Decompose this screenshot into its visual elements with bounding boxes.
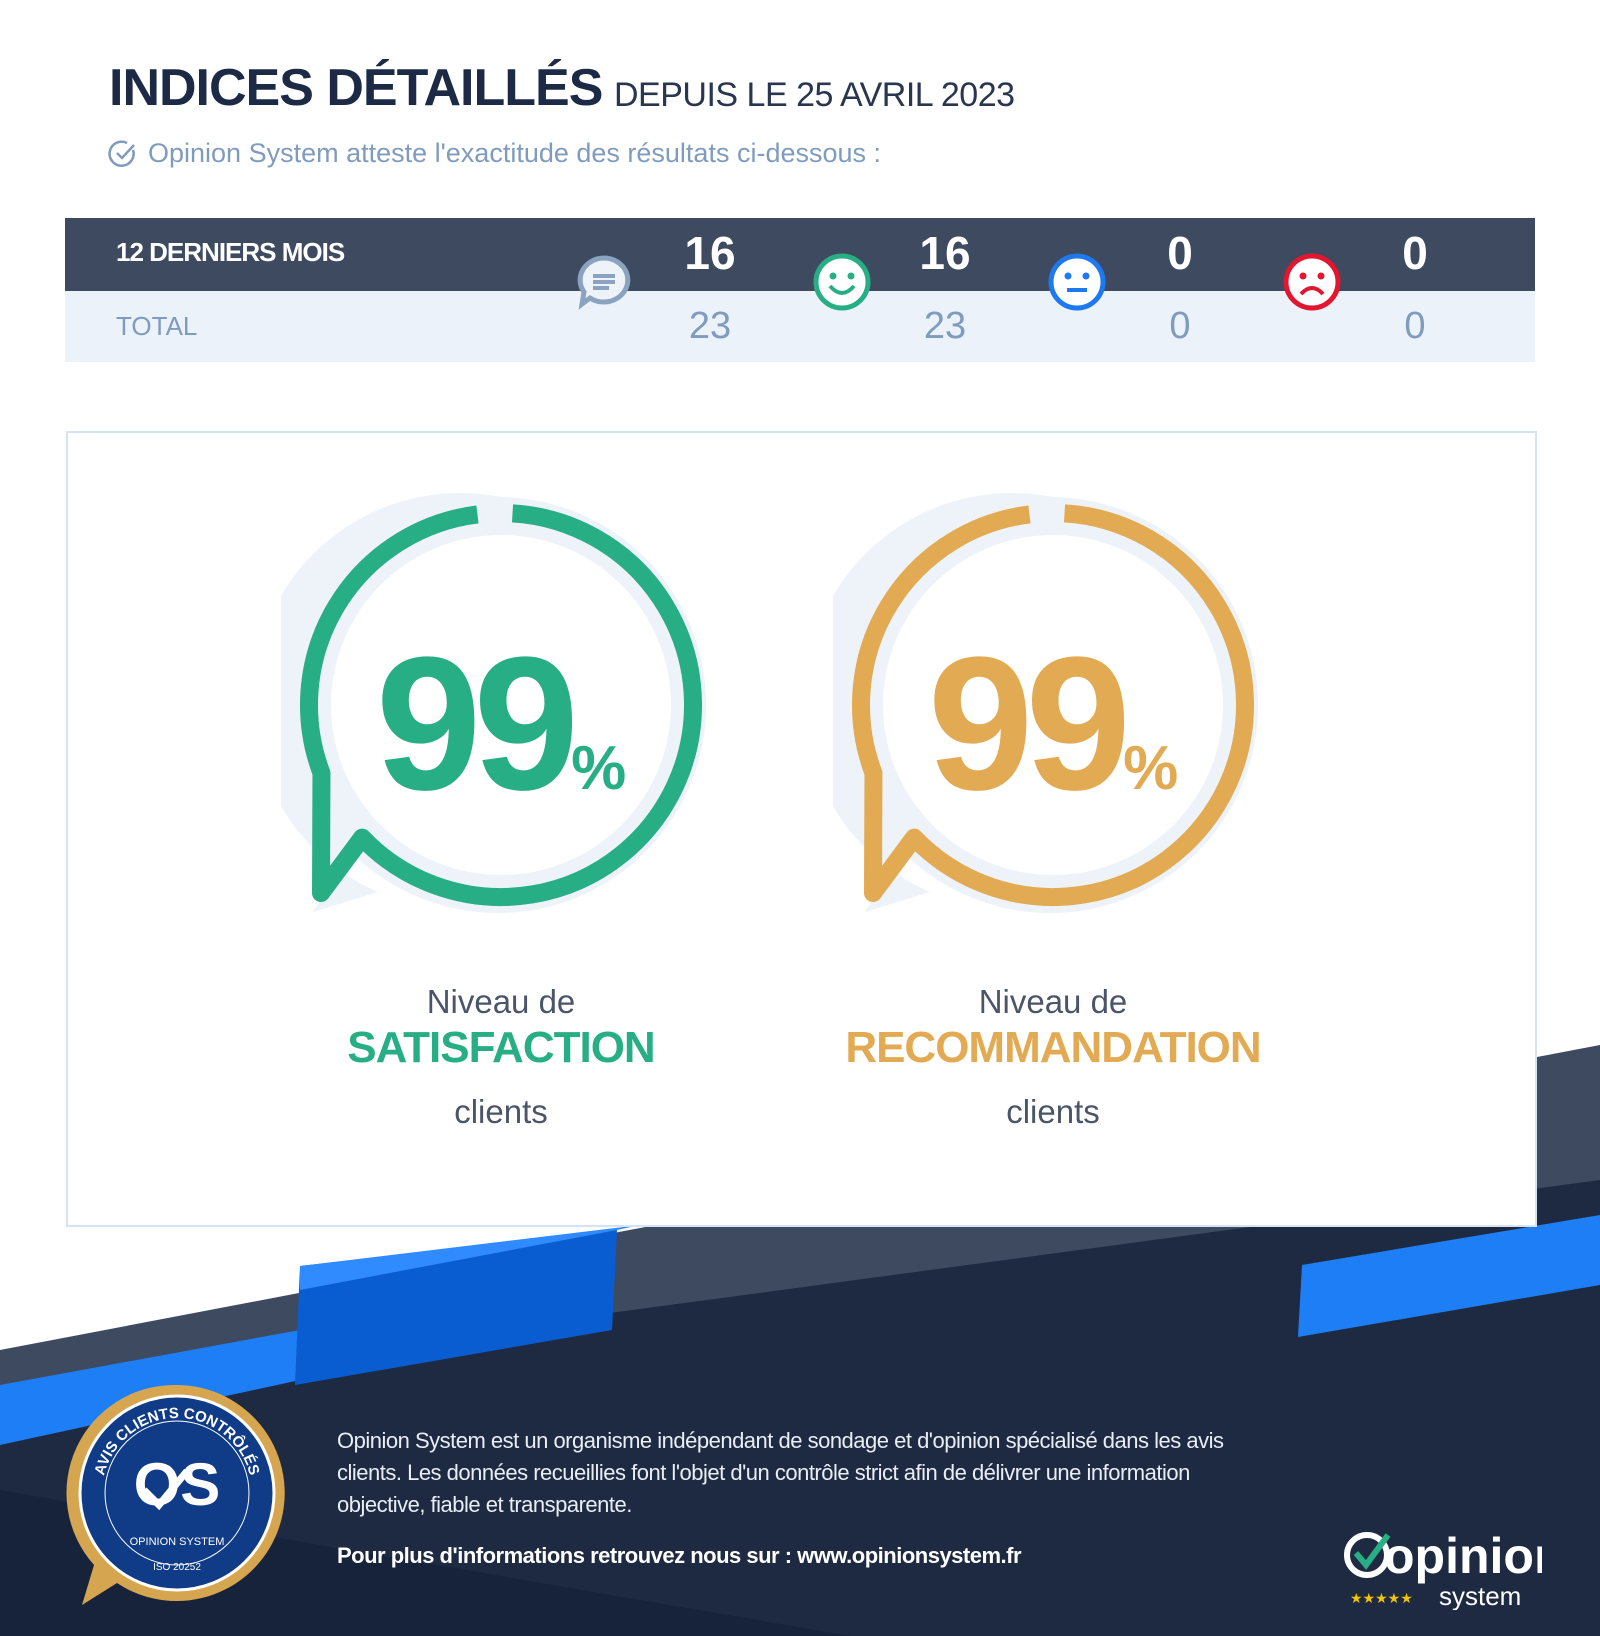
satisfaction-caption-2: SATISFACTION bbox=[347, 1023, 655, 1072]
percent-sign: % bbox=[571, 734, 627, 803]
certification-badge: OS AVIS CLIENTS CONTRÔLÉS OPINION SYSTEM… bbox=[66, 1384, 285, 1605]
satisfaction-caption-1: Niveau de bbox=[426, 983, 576, 1020]
satisfaction-ring bbox=[252, 492, 707, 913]
since-date: DEPUIS LE 25 AVRIL 2023 bbox=[614, 76, 1015, 114]
footer-website-link[interactable]: Pour plus d'informations retrouvez nous … bbox=[337, 1543, 1022, 1568]
recommendation-number: 99 bbox=[927, 618, 1131, 830]
badge-brand: OPINION SYSTEM bbox=[130, 1536, 225, 1548]
sad-face-icon bbox=[1283, 253, 1341, 311]
count-negative-12m: 0 bbox=[1402, 227, 1428, 279]
attestation: Opinion System atteste l'exactitude des … bbox=[108, 138, 881, 169]
recommendation-caption-2: RECOMMANDATION bbox=[845, 1023, 1261, 1072]
row-label-total: TOTAL bbox=[116, 311, 198, 341]
recommendation-caption-3: clients bbox=[1006, 1093, 1100, 1130]
stars-icon: ★★★★★ bbox=[1350, 1590, 1413, 1606]
opinion-system-logo: opinion ★★★★★ system bbox=[1344, 1528, 1542, 1610]
neutral-face-icon bbox=[1048, 253, 1106, 311]
attestation-text: Opinion System atteste l'exactitude des … bbox=[148, 138, 882, 168]
satisfaction-gauge: 99% bbox=[252, 485, 721, 925]
count-neutral-total: 0 bbox=[1169, 305, 1191, 347]
satisfaction-value: 99% bbox=[281, 615, 721, 833]
recommendation-gauge: 99% bbox=[804, 485, 1273, 925]
recommendation-caption-1: Niveau de bbox=[978, 983, 1128, 1020]
satisfaction-number: 99 bbox=[375, 618, 579, 830]
page-title: INDICES DÉTAILLÉS bbox=[109, 59, 603, 117]
satisfaction-arc bbox=[300, 504, 702, 906]
satisfaction-caption-3: clients bbox=[454, 1093, 548, 1130]
logo-word: opinion bbox=[1384, 1528, 1542, 1584]
happy-face-icon bbox=[813, 253, 871, 311]
recommendation-value: 99% bbox=[833, 615, 1273, 833]
count-reviews-12m: 16 bbox=[684, 227, 736, 279]
percent-sign: % bbox=[1123, 734, 1179, 803]
count-negative-total: 0 bbox=[1404, 305, 1426, 347]
count-positive-12m: 16 bbox=[919, 227, 971, 279]
recommendation-arc bbox=[852, 504, 1254, 906]
count-reviews-total: 23 bbox=[688, 305, 732, 347]
row-label-12-months: 12 DERNIERS MOIS bbox=[116, 237, 345, 267]
speech-bubble-icon bbox=[577, 255, 631, 310]
logo-sub: system bbox=[1439, 1581, 1521, 1610]
recommendation-ring bbox=[804, 492, 1259, 913]
badge-iso: ISO 20252 bbox=[153, 1562, 201, 1573]
indices-card: 99% Niveau de SATISFACTION clients 99% N… bbox=[66, 431, 1537, 1227]
count-neutral-12m: 0 bbox=[1167, 227, 1193, 279]
count-positive-total: 23 bbox=[923, 305, 967, 347]
footer-description: Opinion System est un organisme indépend… bbox=[337, 1428, 1224, 1517]
check-circle-icon bbox=[108, 139, 135, 167]
stats-row-total bbox=[65, 291, 1535, 362]
